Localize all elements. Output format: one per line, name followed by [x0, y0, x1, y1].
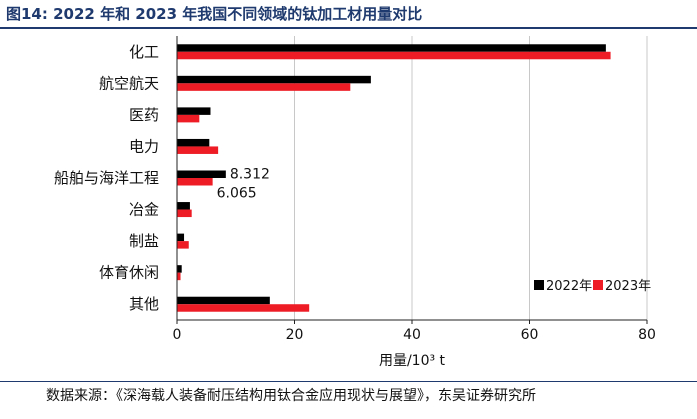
source-note: 数据来源：《深海载人装备耐压结构用钛合金应用现状与展望》，东吴证券研究所 — [46, 388, 536, 404]
bar-2022-5 — [177, 202, 190, 210]
bar-2023-0 — [177, 51, 611, 60]
legend-swatch — [593, 280, 603, 290]
legend-swatch — [534, 280, 544, 290]
category-label: 船舶与海洋工程 — [54, 169, 159, 187]
bar-2022-8 — [177, 296, 270, 305]
bar-2023-2 — [177, 114, 200, 123]
x-tick-label: 40 — [403, 327, 421, 343]
bar-2022-7 — [177, 265, 182, 273]
category-label: 其他 — [129, 295, 159, 313]
category-label: 航空航天 — [99, 74, 159, 92]
x-tick-label: 20 — [286, 327, 304, 343]
figure-title: 图14: 2022 年和 2023 年我国不同领域的钛加工材用量对比 — [6, 5, 423, 23]
x-tick-label: 60 — [521, 327, 539, 343]
bar-2023-4 — [177, 178, 213, 186]
bar-2023-1 — [177, 83, 351, 91]
bar-2022-2 — [177, 107, 211, 115]
data-label: 8.312 — [230, 166, 270, 182]
source-rule — [0, 381, 697, 382]
x-tick-label: 0 — [173, 327, 182, 343]
bar-2022-4 — [177, 170, 226, 178]
bar-2023-3 — [177, 146, 219, 154]
bar-2023-5 — [177, 209, 192, 218]
bar-2023-6 — [177, 241, 189, 249]
category-label: 医药 — [129, 106, 159, 124]
bar-2022-0 — [177, 44, 606, 52]
legend-label: 2022年 — [546, 279, 592, 294]
category-label: 制盐 — [129, 232, 159, 250]
title-rule — [0, 27, 697, 29]
bar-2023-7 — [177, 272, 181, 281]
category-label: 化工 — [129, 43, 159, 61]
category-label: 体育休闲 — [99, 264, 159, 282]
bar-2023-8 — [177, 304, 310, 312]
category-label: 电力 — [129, 137, 159, 155]
x-axis-title: 用量/10³ t — [379, 353, 446, 369]
bar-2022-6 — [177, 233, 185, 242]
bar-2022-3 — [177, 138, 210, 147]
data-label: 6.065 — [217, 186, 257, 202]
x-tick-label: 80 — [638, 327, 656, 343]
legend-label: 2023年 — [605, 279, 651, 294]
bar-2022-1 — [177, 75, 371, 84]
category-label: 冶金 — [129, 201, 159, 219]
